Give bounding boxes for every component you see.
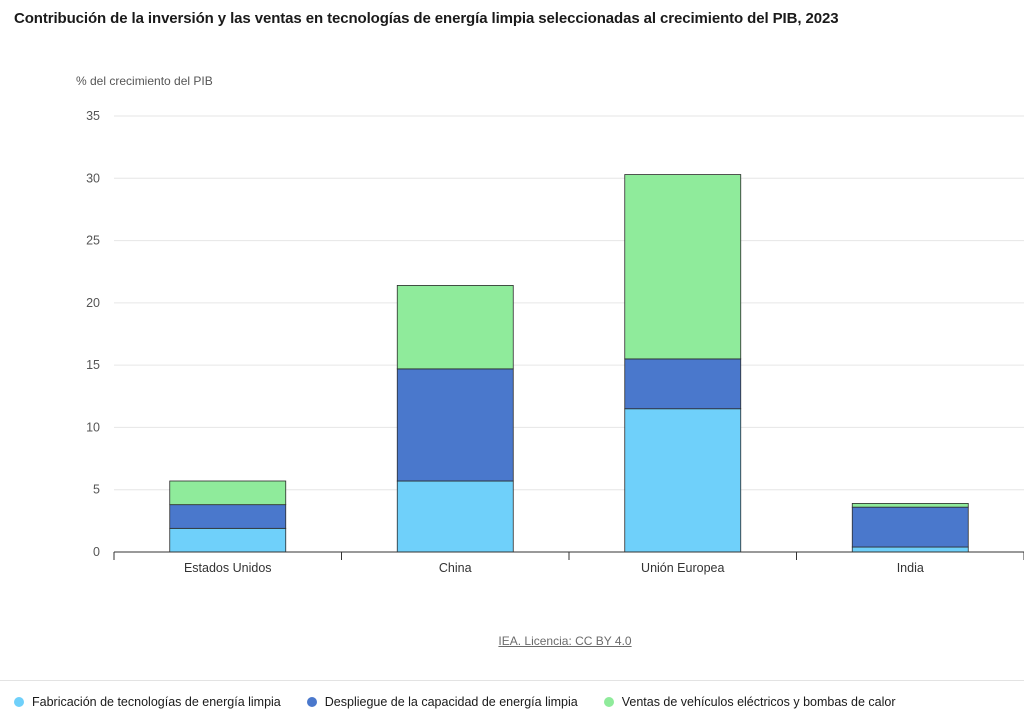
legend-item-manufacturing[interactable]: Fabricación de tecnologías de energía li… (14, 695, 281, 709)
x-tick-label: China (439, 561, 472, 575)
bar-segment-3[interactable] (851, 503, 969, 508)
legend-separator (0, 680, 1024, 681)
x-tick-label: Unión Europea (641, 561, 724, 575)
legend-label: Ventas de vehículos eléctricos y bombas … (621, 695, 896, 709)
legend-item-deployment[interactable]: Despliegue de la capacidad de energía li… (306, 695, 578, 709)
chart-title: Contribución de la inversión y las venta… (14, 10, 839, 27)
y-tick-label: 20 (86, 296, 100, 310)
bar-segment-2[interactable] (851, 506, 969, 548)
y-tick-label: 10 (86, 420, 100, 434)
legend: Fabricación de tecnologías de energía li… (14, 695, 921, 709)
x-tick-label: India (897, 561, 924, 575)
legend-label: Fabricación de tecnologías de energía li… (32, 695, 281, 709)
bar-segment-1[interactable] (169, 527, 287, 553)
legend-dot-icon (306, 697, 317, 707)
bar-segment-2[interactable] (624, 358, 742, 410)
legend-dot-icon (14, 697, 24, 707)
legend-dot-icon (603, 697, 614, 707)
y-tick-label: 35 (86, 109, 100, 123)
bar-segment-1[interactable] (624, 408, 742, 553)
source-link[interactable]: IEA. Licencia: CC BY 4.0 (498, 634, 632, 648)
legend-label: Despliegue de la capacidad de energía li… (324, 695, 578, 709)
y-tick-label: 30 (86, 171, 100, 185)
bar-segment-2[interactable] (396, 368, 514, 482)
bar-segment-2[interactable] (169, 504, 287, 529)
bar-segment-1[interactable] (851, 546, 969, 553)
stacked-bar-chart: 0 5 10 15 20 25 30 35 Estados Unidos China Unión E… (86, 109, 1024, 575)
y-tick-label: 0 (93, 545, 100, 559)
y-tick-label: 5 (93, 483, 100, 497)
bar-segment-3[interactable] (624, 174, 742, 360)
bar-segment-3[interactable] (396, 285, 514, 370)
bar-segment-1[interactable] (396, 480, 514, 553)
y-tick-label: 25 (86, 234, 100, 248)
y-tick-label: 15 (86, 358, 100, 372)
legend-item-ev-heatpump[interactable]: Ventas de vehículos eléctricos y bombas … (603, 695, 896, 709)
x-tick-label: Estados Unidos (184, 561, 272, 575)
y-axis-label: % del crecimiento del PIB (76, 74, 213, 88)
bar-segment-3[interactable] (169, 480, 287, 506)
